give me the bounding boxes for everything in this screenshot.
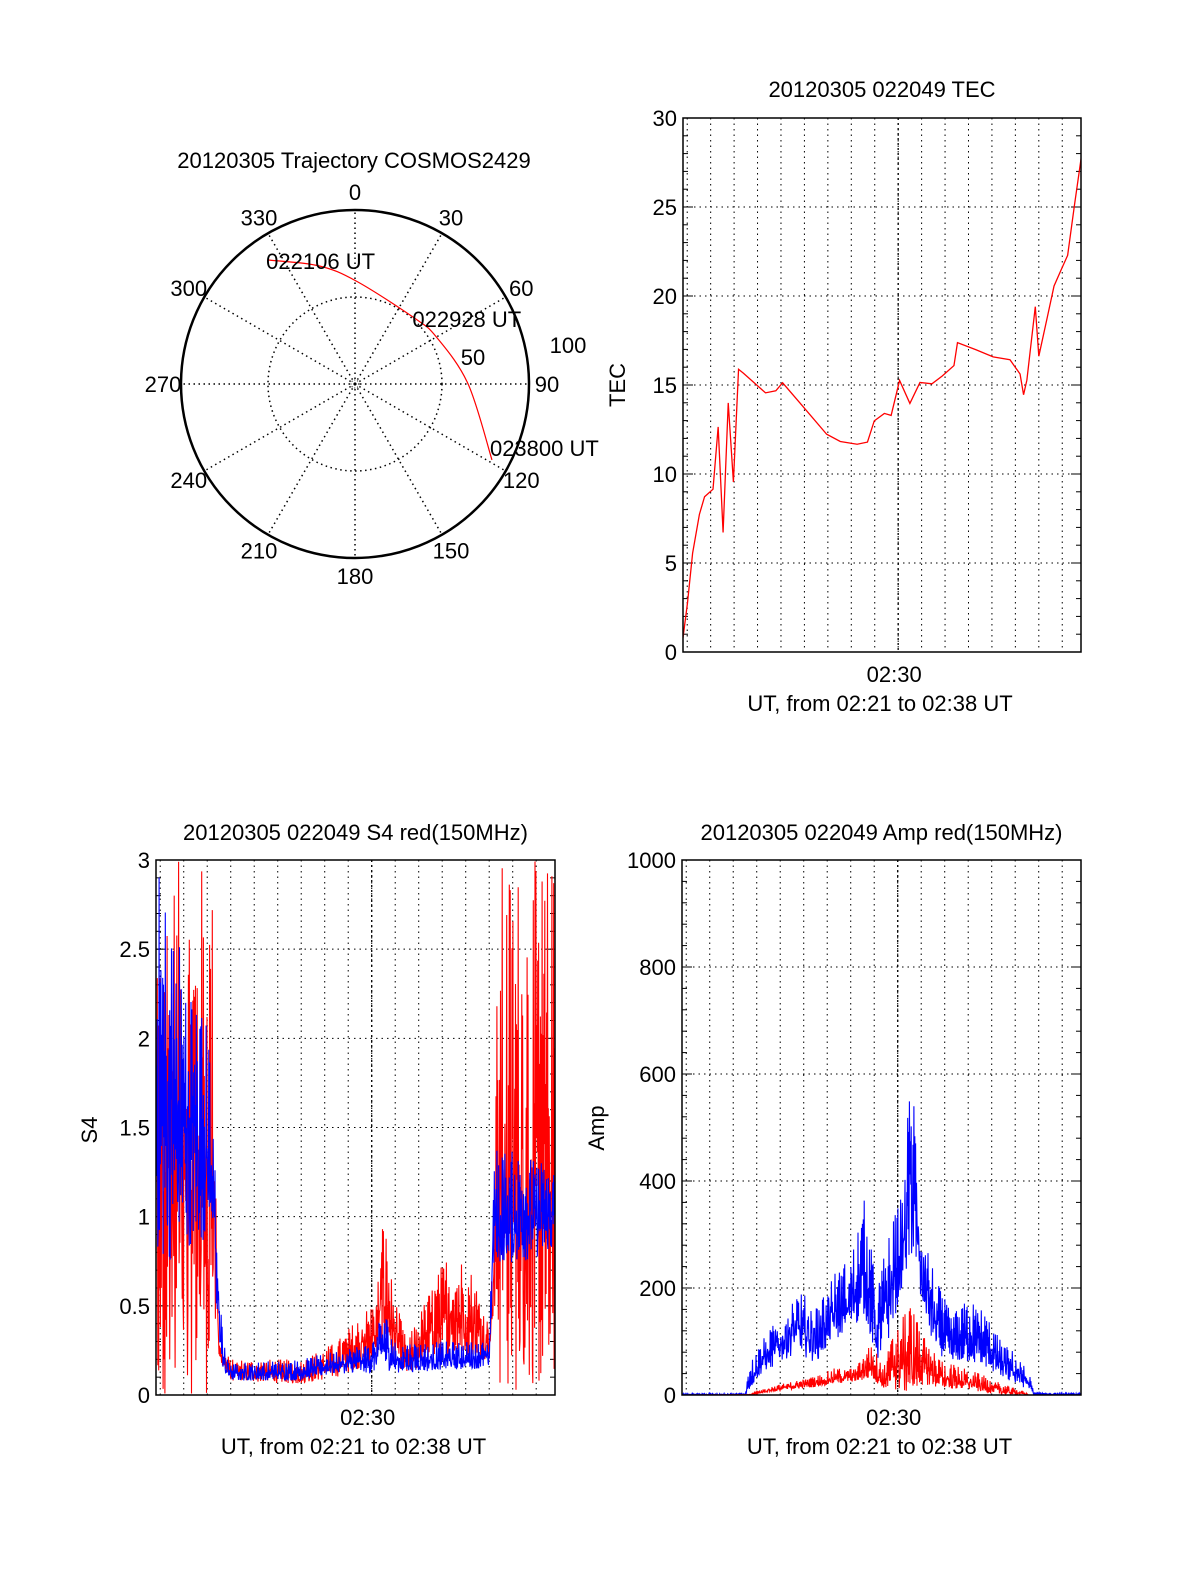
amp-chart: 0 200 400 600 800 1000 02:30 UT, from 02:21 to … — [584, 820, 1082, 1459]
angle-label: 60 — [509, 276, 533, 301]
data-area — [683, 154, 1081, 638]
y-tick-label: 200 — [639, 1276, 676, 1301]
series-line-TEC — [683, 154, 1081, 638]
y-tick-label: 20 — [653, 284, 677, 309]
time-annotation: 023800 UT — [490, 436, 599, 461]
data-area — [682, 1101, 1081, 1395]
data-area — [156, 861, 555, 1394]
y-tick-label: 1 — [138, 1205, 150, 1230]
angle-label: 240 — [170, 468, 207, 493]
y-tick-label: 1000 — [627, 848, 676, 873]
y-tick-label: 2.5 — [119, 937, 150, 962]
chart-title: 20120305 022049 Amp red(150MHz) — [700, 820, 1062, 845]
angle-label: 300 — [170, 276, 207, 301]
angle-label: 90 — [535, 372, 559, 397]
y-tick-label: 0 — [664, 1383, 676, 1408]
y-tick-label: 2 — [138, 1026, 150, 1051]
x-tick-label: 02:30 — [867, 662, 922, 687]
y-tick-label: 400 — [639, 1169, 676, 1194]
polar-chart: 20120305 Trajectory COSMOS2429 0 30 60 90 120… — [145, 148, 599, 589]
y-tick-label: 15 — [653, 373, 677, 398]
y-tick-label: 0.5 — [119, 1294, 150, 1319]
y-axis-label: Amp — [584, 1105, 609, 1150]
spoke-gridline — [354, 296, 507, 385]
x-axis-label: UT, from 02:21 to 02:38 UT — [747, 1434, 1012, 1459]
angle-label: 210 — [241, 538, 278, 563]
plot-frame — [681, 859, 1082, 1396]
s4-chart: 0 0.5 1 1.5 2 2.5 3 02:30 UT, from 02:21 to 02:3… — [77, 820, 556, 1459]
series-line-blue — [156, 877, 555, 1381]
tec-chart: 0 5 10 15 20 25 30 02:30 UT, from 02:21 to 02:38… — [605, 77, 1082, 716]
spoke-gridline — [354, 383, 507, 472]
x-axis-label: UT, from 02:21 to 02:38 UT — [747, 691, 1012, 716]
plot-frame — [682, 117, 1082, 653]
y-tick-label: 10 — [653, 462, 677, 487]
spoke-gridline — [354, 383, 443, 536]
angle-label: 180 — [337, 564, 374, 589]
spoke-gridline — [354, 232, 443, 385]
y-tick-label: 0 — [138, 1383, 150, 1408]
x-axis-label: UT, from 02:21 to 02:38 UT — [221, 1434, 486, 1459]
y-tick-label: 30 — [653, 106, 677, 131]
ring-gridline — [267, 296, 443, 472]
spoke-gridline — [203, 383, 356, 472]
y-tick-label: 0 — [665, 640, 677, 665]
spoke-gridline — [267, 232, 356, 385]
series-line-blue — [682, 1101, 1081, 1395]
angle-label: 150 — [433, 538, 470, 563]
y-tick-label: 5 — [665, 551, 677, 576]
y-axis-label: S4 — [77, 1117, 102, 1144]
radial-label: 100 — [550, 333, 587, 358]
spoke-gridline — [203, 296, 356, 385]
angle-label: 0 — [349, 180, 361, 205]
chart-title: 20120305 Trajectory COSMOS2429 — [177, 148, 530, 173]
trajectory-line — [268, 259, 493, 461]
x-tick-label: 02:30 — [340, 1405, 395, 1430]
angle-label: 30 — [439, 206, 463, 231]
angle-label: 330 — [241, 206, 278, 231]
plot-frame — [155, 859, 556, 1396]
y-tick-label: 800 — [639, 955, 676, 980]
radial-label: 50 — [461, 345, 485, 370]
center-marker — [350, 379, 360, 389]
y-tick-label: 3 — [138, 848, 150, 873]
time-annotation: 022928 UT — [412, 307, 521, 332]
y-tick-label: 25 — [653, 195, 677, 220]
time-annotation: 022106 UT — [266, 249, 375, 274]
x-tick-label: 02:30 — [866, 1405, 921, 1430]
y-tick-label: 600 — [639, 1062, 676, 1087]
angle-label: 270 — [145, 372, 182, 397]
chart-title: 20120305 022049 TEC — [768, 77, 995, 102]
angle-label: 120 — [503, 468, 540, 493]
y-tick-label: 1.5 — [119, 1116, 150, 1141]
outer-ring — [179, 208, 531, 560]
y-axis-label: TEC — [605, 363, 630, 407]
chart-title: 20120305 022049 S4 red(150MHz) — [183, 820, 528, 845]
spoke-gridline — [267, 383, 356, 536]
